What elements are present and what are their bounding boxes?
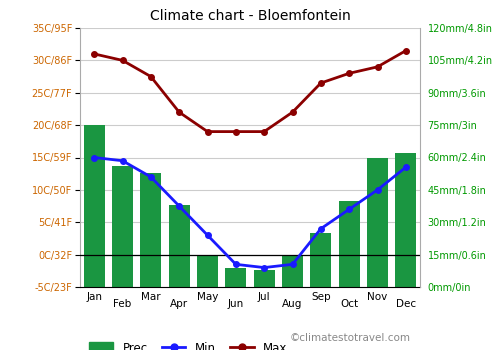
Text: Aug: Aug <box>282 299 302 309</box>
Text: Jun: Jun <box>228 299 244 309</box>
Bar <box>282 255 303 287</box>
Bar <box>338 201 360 287</box>
Bar <box>112 166 133 287</box>
Text: Mar: Mar <box>141 292 161 302</box>
Text: ©climatestotravel.com: ©climatestotravel.com <box>290 333 411 343</box>
Text: Feb: Feb <box>114 299 132 309</box>
Text: Jul: Jul <box>258 292 270 302</box>
Bar <box>84 125 105 287</box>
Bar <box>168 205 190 287</box>
Bar <box>140 173 162 287</box>
Bar <box>254 270 275 287</box>
Text: May: May <box>197 292 218 302</box>
Bar <box>225 267 246 287</box>
Bar <box>395 153 416 287</box>
Text: Jan: Jan <box>86 292 102 302</box>
Legend: Prec, Min, Max: Prec, Min, Max <box>86 339 291 350</box>
Text: Apr: Apr <box>170 299 188 309</box>
Bar <box>310 233 332 287</box>
Text: Nov: Nov <box>368 292 388 302</box>
Title: Climate chart - Bloemfontein: Climate chart - Bloemfontein <box>150 9 350 23</box>
Text: Sep: Sep <box>311 292 330 302</box>
Text: Dec: Dec <box>396 299 416 309</box>
Bar <box>197 255 218 287</box>
Text: Oct: Oct <box>340 299 358 309</box>
Bar <box>367 158 388 287</box>
